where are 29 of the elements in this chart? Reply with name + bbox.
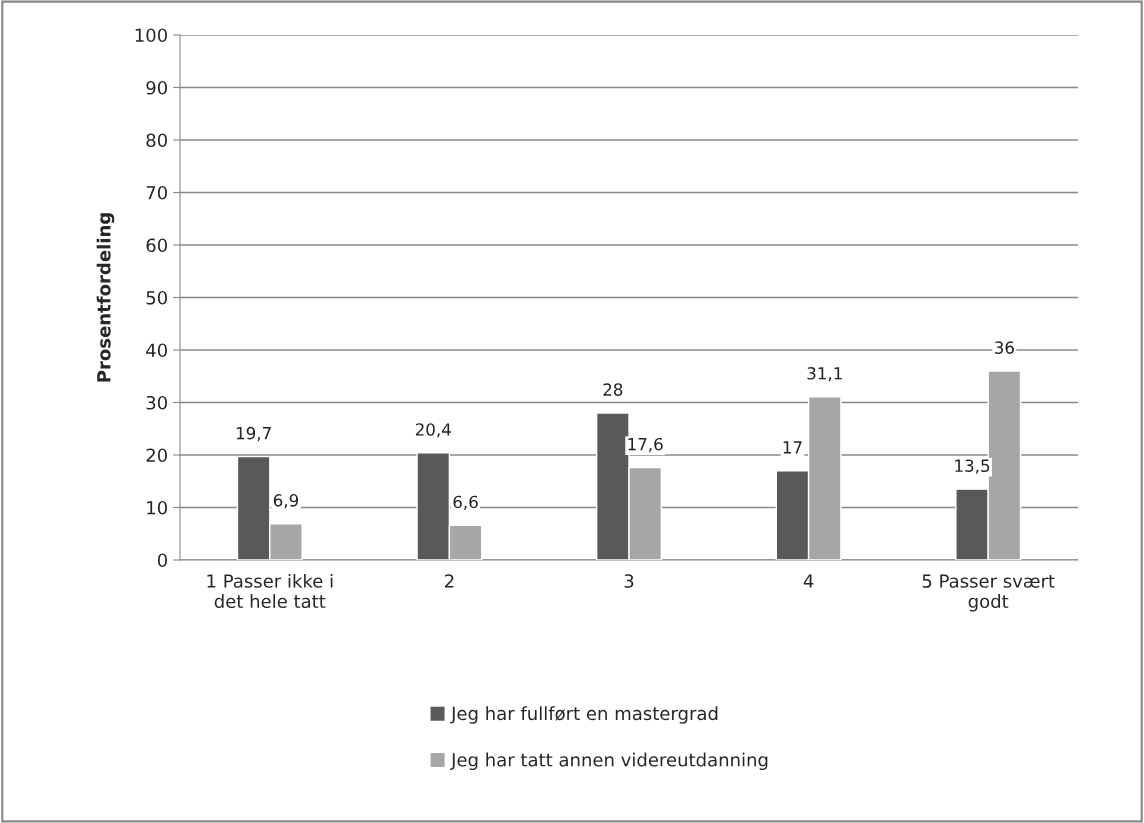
data-label: 6,9: [273, 494, 299, 509]
y-tick-label: 70: [146, 185, 167, 200]
x-tick-label: 2: [444, 574, 454, 588]
data-label: 20,4: [415, 423, 451, 438]
legend-label: Jeg har tatt annen videreutdanning: [450, 752, 768, 771]
data-label: 13,5: [955, 459, 990, 474]
y-tick-label: 0: [157, 553, 167, 568]
y-tick-label: 20: [146, 448, 167, 463]
x-tick-label: 5 Passer svært godt: [922, 574, 1055, 612]
x-tick-label: 4: [803, 574, 814, 588]
data-label: 17: [783, 441, 802, 454]
data-label: 6,6: [453, 495, 478, 510]
data-label: 19,7: [236, 426, 271, 442]
x-tick-label: 3: [624, 574, 634, 588]
data-label: 28: [603, 383, 623, 396]
y-tick-label: 30: [146, 395, 167, 410]
y-tick-label: 100: [135, 28, 167, 43]
y-tick-label: 60: [146, 238, 167, 253]
y-tick-label: 40: [146, 343, 167, 358]
x-tick-label: 1 Passer ikke i det hele tatt: [207, 573, 333, 609]
y-tick-label: 80: [146, 133, 167, 148]
data-label: 17,6: [628, 437, 663, 453]
y-tick-label: 50: [146, 290, 167, 305]
y-tick-label: 90: [146, 80, 167, 95]
legend-label: Jeg har fullført en mastergrad: [450, 706, 718, 724]
data-label: 36: [995, 341, 1014, 354]
y-axis-title: Prosentfordeling: [96, 213, 115, 382]
y-tick-label: 10: [147, 500, 167, 515]
data-label: 31,1: [807, 367, 842, 382]
